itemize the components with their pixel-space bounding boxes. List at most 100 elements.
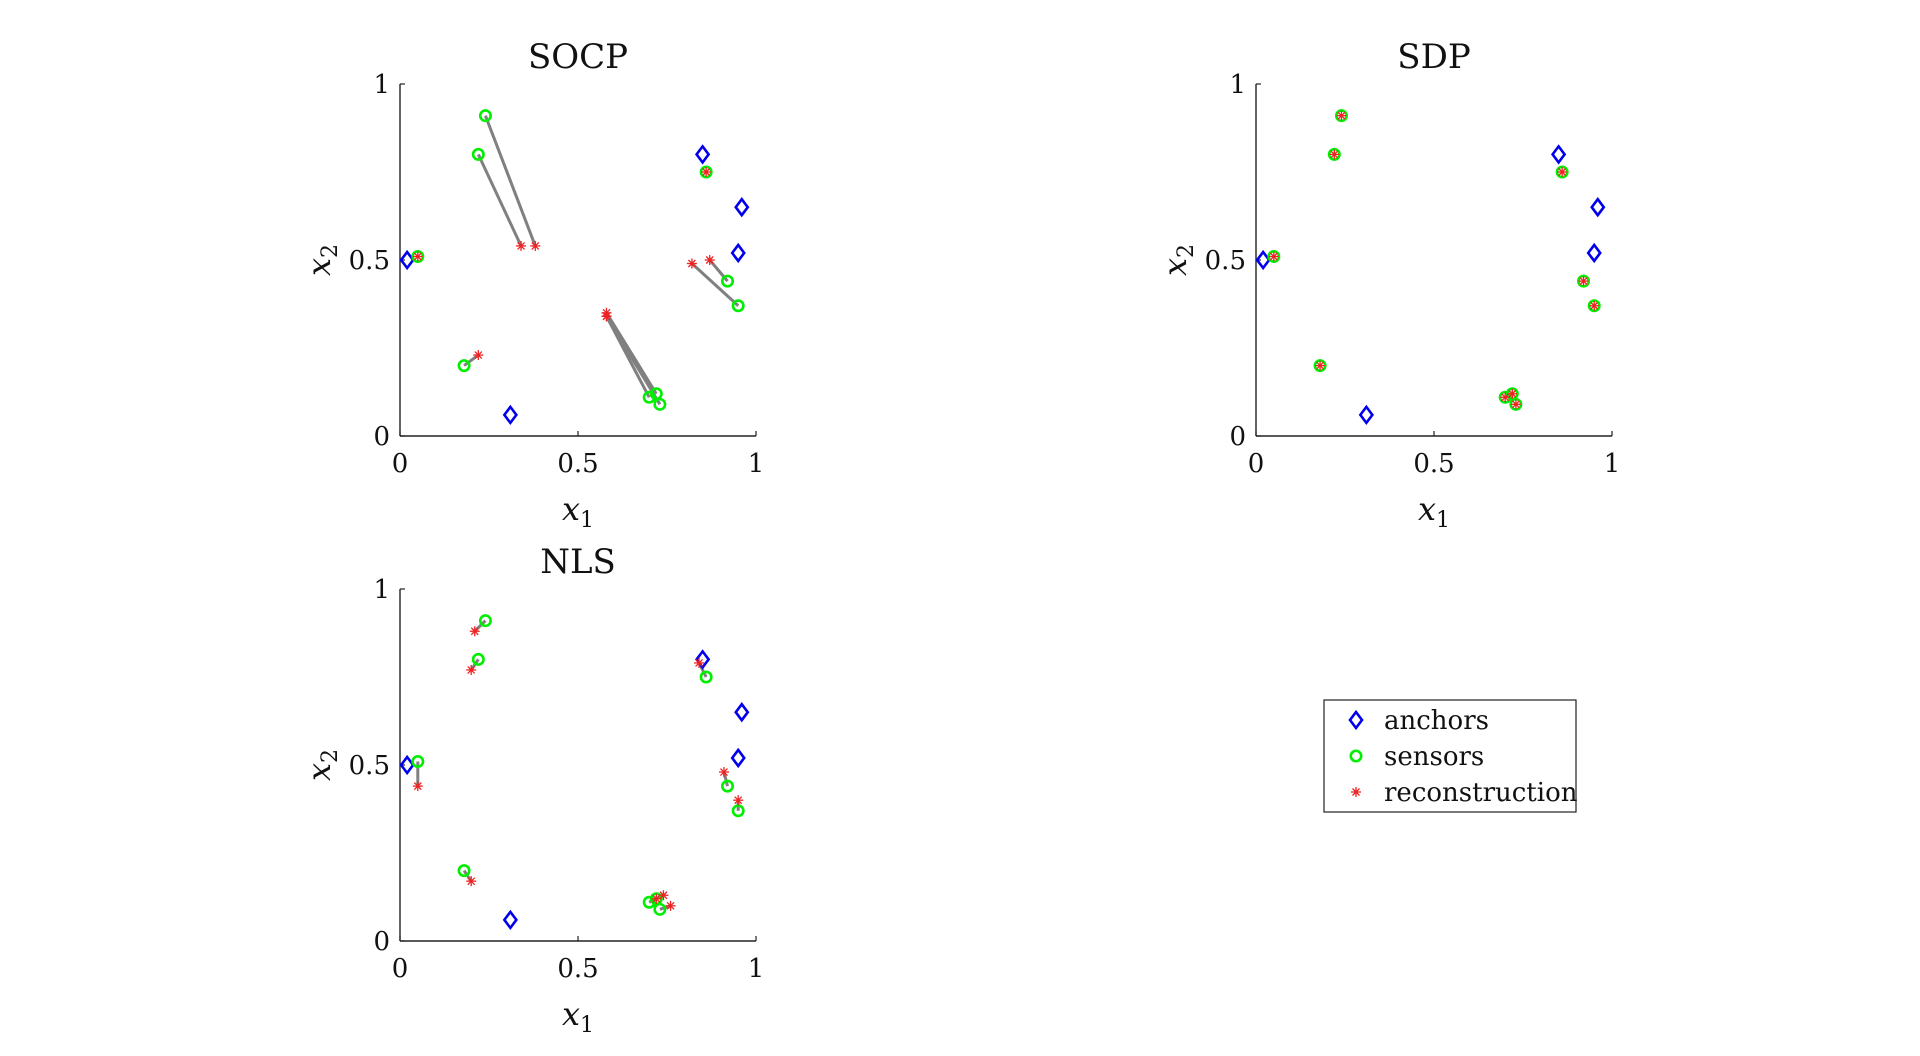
reconstruction-point: [466, 876, 477, 887]
reconstruction-point: [694, 657, 705, 668]
sensor-point: [731, 299, 745, 313]
sensor-point: [1577, 274, 1591, 288]
anchor-point: [694, 649, 711, 670]
sensor-point: [1313, 359, 1327, 373]
sensor-point: [1509, 397, 1523, 411]
legend-box: [1323, 699, 1577, 813]
anchor-point: [730, 242, 746, 264]
reconstruction-point: [1557, 167, 1568, 177]
legend-label: sensors: [1384, 742, 1484, 772]
x-tick-label: 0: [1248, 449, 1265, 479]
reconstruction-point: [516, 240, 527, 251]
sensor-point: [478, 614, 492, 628]
reconstruction-point: [701, 167, 712, 177]
y-tick-label: 0.5: [349, 246, 390, 276]
legend-item: reconstruction: [1351, 778, 1578, 808]
anchor-point: [694, 144, 711, 165]
error-line: [476, 153, 523, 247]
reconstruction-point: [1336, 110, 1347, 121]
x-tick-label: 1: [748, 954, 765, 984]
reconstruction-point: [530, 240, 541, 251]
x-tick-label: 0.5: [557, 954, 598, 984]
sensor-point: [1555, 165, 1569, 179]
sensor-point: [1498, 390, 1512, 404]
reconstruction-point: [469, 626, 480, 637]
chart-title: SDP: [1397, 37, 1470, 77]
y-tick-label: 1: [373, 575, 390, 605]
reconstruction-point: [665, 900, 676, 911]
error-line: [690, 262, 740, 307]
sensor-point: [457, 864, 471, 878]
reconstruction-point: [1589, 300, 1600, 311]
anchor-point: [1590, 197, 1606, 218]
anchor-point: [734, 702, 750, 723]
reconstruction-point: [1578, 276, 1589, 287]
sensor-point: [721, 779, 735, 793]
sensor-point: [457, 359, 471, 373]
x-tick-label: 1: [1604, 449, 1621, 479]
legend-reconstruction-marker: [1351, 787, 1361, 797]
legend-item: anchors: [1348, 706, 1489, 736]
chart-title: NLS: [540, 542, 616, 582]
anchor-point: [1255, 249, 1271, 271]
reconstruction-point: [1510, 399, 1521, 410]
reconstruction-point: [412, 781, 423, 792]
sensor-point: [642, 390, 656, 404]
sensor-point: [1267, 249, 1281, 263]
reconstruction-point: [686, 258, 697, 269]
y-tick-label: 0: [373, 422, 390, 452]
sensor-point: [411, 754, 425, 768]
x-tick-label: 1: [748, 449, 765, 479]
sensor-point: [699, 165, 713, 179]
plot-sdp: SDP 0 0.5 1 0 0.5 1 x1 x2: [1156, 37, 1620, 533]
legend-item: sensors: [1349, 742, 1484, 772]
x-tick-label: 0.5: [1413, 449, 1454, 479]
y-tick-label: 0.5: [349, 751, 390, 781]
legend-label: anchors: [1384, 706, 1489, 736]
sensor-point: [699, 670, 713, 684]
anchor-point: [1550, 144, 1567, 165]
anchor-point: [502, 909, 518, 931]
reconstruction-point: [658, 890, 669, 901]
sensor-point: [1327, 147, 1341, 161]
anchor-point: [734, 197, 750, 218]
y-tick-label: 1: [1229, 70, 1246, 100]
error-line: [484, 115, 537, 247]
sensor-point: [471, 652, 485, 666]
reconstruction-point: [1507, 388, 1518, 399]
x-axis-label: x1: [1418, 490, 1450, 533]
reconstruction-point: [704, 255, 715, 265]
sensor-point: [471, 147, 485, 161]
sensor-point: [653, 902, 667, 916]
sensor-point: [653, 397, 667, 411]
reconstruction-point: [651, 893, 662, 904]
sensor-point: [731, 804, 745, 818]
reconstruction-point: [466, 664, 477, 675]
reconstruction-point: [1329, 149, 1340, 160]
anchor-point: [502, 404, 518, 426]
plot-nls: NLS 0 0.5 1 0 0.5 1 x1 x2: [300, 542, 764, 1038]
reconstruction-point: [1268, 251, 1279, 262]
legend: anchors sensors reconstruction: [1323, 699, 1578, 813]
reconstruction-point: [1500, 392, 1511, 403]
y-tick-label: 0.5: [1205, 246, 1246, 276]
sensor-point: [1334, 109, 1348, 123]
error-line: [605, 315, 662, 406]
anchor-point: [1358, 404, 1374, 426]
sensor-point: [721, 274, 735, 288]
reconstruction-point: [718, 767, 729, 778]
x-axis-label: x1: [562, 995, 594, 1038]
anchor-point: [1586, 242, 1602, 264]
y-tick-label: 1: [373, 70, 390, 100]
sensor-point: [1587, 299, 1601, 313]
anchor-point: [399, 754, 415, 776]
chart-title: SOCP: [528, 37, 628, 77]
plot-socp: SOCP 0 0.5 1 0 0.5 1 x1 x2: [300, 37, 764, 533]
reconstruction-point: [601, 311, 612, 322]
sensor-point: [642, 895, 656, 909]
sensor-point: [478, 109, 492, 123]
reconstruction-point: [412, 251, 423, 262]
x-tick-label: 0: [392, 449, 409, 479]
legend-anchor-marker: [1348, 709, 1364, 731]
